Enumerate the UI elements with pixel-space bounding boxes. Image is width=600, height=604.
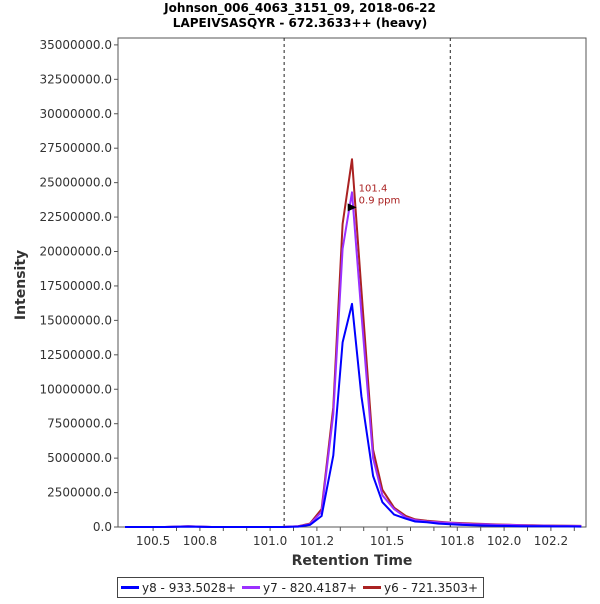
y-tick-label: 15000000.0 xyxy=(39,313,112,327)
y-tick-label: 5000000.0 xyxy=(47,451,112,465)
y-tick-label: 12500000.0 xyxy=(39,348,112,362)
x-axis-label: Retention Time xyxy=(292,553,413,569)
chart-subtitle: LAPEIVSASQYR - 672.3633++ (heavy) xyxy=(173,16,427,30)
y-tick-label: 0.0 xyxy=(93,520,112,534)
x-axis: 100.5 100.8 101.0 101.2 101.5 101.8 102.0 102.2 xyxy=(136,527,575,548)
legend-label: y7 - 820.4187+ xyxy=(263,580,358,595)
y-axis: 0.0 2500000.0 5000000.0 7500000.0 10000000.0… xyxy=(39,38,118,534)
y-tick-label: 22500000.0 xyxy=(39,210,112,224)
x-tick-label: 101.2 xyxy=(300,534,334,548)
x-tick-label: 100.5 xyxy=(136,534,170,548)
series-line xyxy=(125,191,582,528)
legend-swatch xyxy=(121,586,139,589)
peak-annotation: 0.9 ppm xyxy=(359,195,401,206)
peak-marker xyxy=(347,203,357,212)
legend-label: y8 - 933.5028+ xyxy=(142,580,237,595)
series-line xyxy=(125,302,582,528)
plot-area xyxy=(117,37,587,528)
series-layer xyxy=(125,158,582,528)
y-tick-label: 10000000.0 xyxy=(39,382,112,396)
y-tick-label: 17500000.0 xyxy=(39,279,112,293)
y-tick-label: 32500000.0 xyxy=(39,72,112,86)
y-tick-label: 30000000.0 xyxy=(39,107,112,121)
legend-item: y8 - 933.5028+ xyxy=(121,581,236,595)
x-tick-label: 101.8 xyxy=(440,534,474,548)
y-tick-label: 7500000.0 xyxy=(47,417,112,431)
legend-swatch xyxy=(363,586,382,589)
annotation-layer: 101.40.9 ppm xyxy=(347,183,401,212)
y-tick-label: 25000000.0 xyxy=(39,176,112,190)
legend: y8 - 933.5028+ y7 - 820.4187+ y6 - 721.350… xyxy=(117,577,485,598)
y-tick-label: 35000000.0 xyxy=(39,38,112,52)
y-axis-label: Intensity xyxy=(13,250,29,320)
legend-swatch xyxy=(242,586,261,589)
x-tick-label: 101.0 xyxy=(253,534,287,548)
legend-label: y6 - 721.3503+ xyxy=(384,580,479,595)
legend-item: y7 - 820.4187+ xyxy=(242,581,357,595)
reference-lines xyxy=(283,38,451,527)
legend-item: y6 - 721.3503+ xyxy=(363,581,478,595)
y-tick-label: 20000000.0 xyxy=(39,245,112,259)
x-tick-label: 102.2 xyxy=(534,534,568,548)
peak-annotation: 101.4 xyxy=(359,183,388,194)
y-tick-label: 27500000.0 xyxy=(39,141,112,155)
x-tick-label: 101.5 xyxy=(370,534,404,548)
x-tick-label: 100.8 xyxy=(183,534,217,548)
y-tick-label: 2500000.0 xyxy=(47,486,112,500)
x-tick-label: 102.0 xyxy=(487,534,521,548)
chart-title: Johnson_006_4063_3151_09, 2018-06-22 xyxy=(163,1,436,16)
